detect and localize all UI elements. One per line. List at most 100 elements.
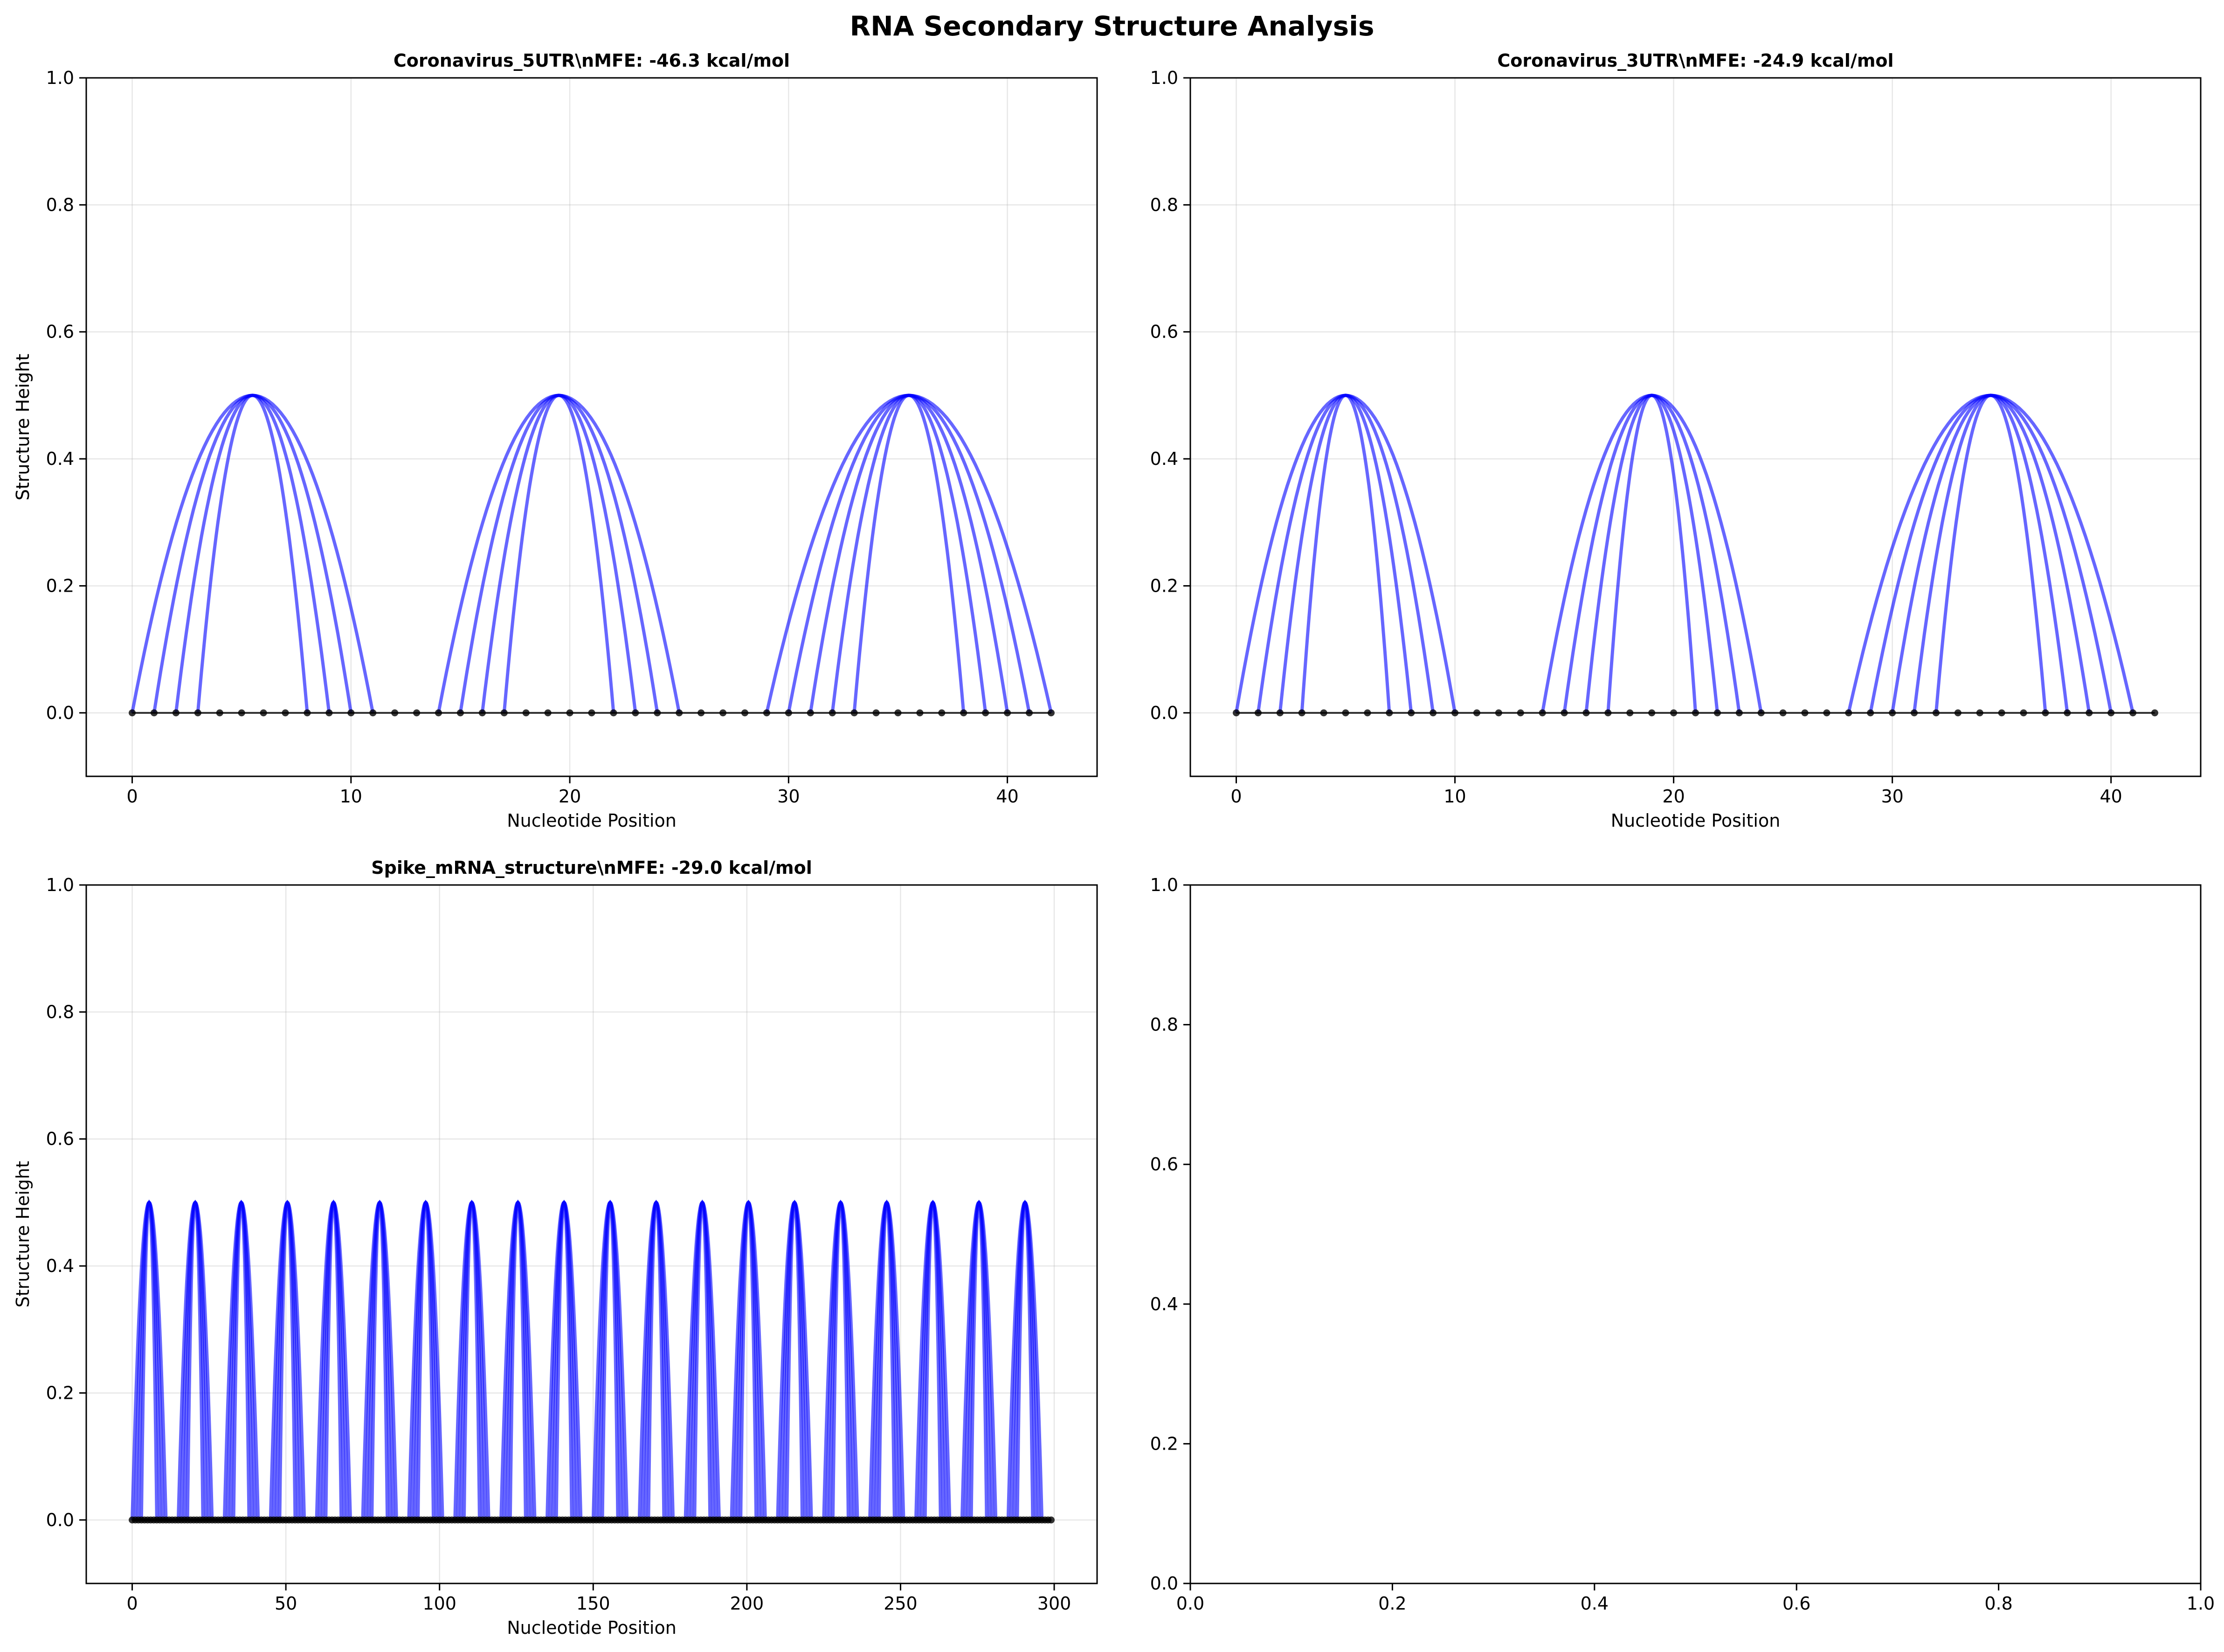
nucleotide-dot: [829, 709, 836, 717]
nucleotide-dot: [2086, 709, 2093, 717]
nucleotide-dot: [1932, 709, 1940, 717]
base-pair-arc: [462, 1199, 481, 1520]
nucleotide-dot: [632, 709, 639, 717]
nucleotide-dot: [938, 709, 946, 717]
nucleotide-dot: [1473, 709, 1480, 717]
base-pair-arc: [480, 394, 637, 713]
nucleotide-dot: [500, 709, 508, 717]
base-pair-arc: [1847, 394, 2135, 713]
nucleotide-dot: [2151, 709, 2158, 717]
nucleotide-dot: [1976, 709, 1983, 717]
base-pair-arc: [1869, 394, 2113, 713]
nucleotide-dot: [916, 709, 924, 717]
nucleotide-dot: [1342, 709, 1349, 717]
x-tick-label: 0.2: [1378, 1593, 1406, 1614]
nucleotide-dot: [654, 709, 661, 717]
nucleotide-dot: [1254, 709, 1262, 717]
nucleotide-dot: [1757, 709, 1765, 717]
nucleotide-dot: [1495, 709, 1502, 717]
nucleotide-dot: [719, 709, 727, 717]
x-axis-label: Nucleotide Position: [1611, 810, 1781, 831]
nucleotide-dot: [1517, 709, 1524, 717]
nucleotide-dot: [1026, 709, 1033, 717]
base-pair-arc: [324, 1199, 343, 1520]
x-tick-label: 1.0: [2187, 1593, 2215, 1614]
nucleotide-dot: [304, 709, 311, 717]
nucleotide-dot: [1298, 709, 1305, 717]
x-tick-label: 10: [1444, 786, 1466, 807]
y-tick-label: 1.0: [1150, 875, 1178, 895]
base-pair-arc: [416, 1199, 435, 1520]
nucleotide-dot: [676, 709, 683, 717]
panel-4: 0.0 0.2 0.4 0.6 0.8 1.0 0.0 0.2 0.4 0.6 0.8 1.0: [1150, 875, 2215, 1614]
base-pair-arc: [458, 394, 659, 713]
base-pair-arc: [923, 1199, 942, 1520]
nucleotide-dot: [1735, 709, 1743, 717]
nucleotide-dot: [960, 709, 967, 717]
nucleotide-dot: [260, 709, 267, 717]
x-tick-label: 250: [884, 1593, 918, 1614]
nucleotide-dot: [369, 709, 377, 717]
x-tick-label: 10: [340, 786, 362, 807]
x-axis-label: Nucleotide Position: [507, 810, 677, 831]
x-tick-label: 0: [1230, 786, 1242, 807]
y-tick-label: 0.4: [1150, 1294, 1178, 1314]
base-pair-arc: [1540, 394, 1763, 713]
base-pair-arc: [739, 1199, 758, 1520]
nucleotide-dot: [325, 709, 333, 717]
nucleotide-dot: [282, 709, 289, 717]
base-pair-arc: [808, 394, 1009, 713]
nucleotide-dot: [566, 709, 573, 717]
axes-frame: [85, 77, 1098, 777]
nucleotide-dot: [1047, 1516, 1055, 1524]
base-pair-arc: [131, 394, 375, 713]
base-pair-arc: [186, 1199, 205, 1520]
nucleotide-dot: [1670, 709, 1678, 717]
x-tick-label: 0.4: [1581, 1593, 1609, 1614]
nucleotide-dot: [1408, 709, 1415, 717]
x-tick-label: 20: [559, 786, 581, 807]
nucleotide-dot: [1779, 709, 1787, 717]
y-tick-label: 0.2: [1150, 1433, 1178, 1454]
x-tick-label: 50: [275, 1593, 297, 1614]
base-pair-arc: [139, 1199, 159, 1520]
base-pair-arc: [765, 394, 1053, 713]
base-pair-arc: [1235, 394, 1457, 713]
base-pair-arc: [601, 1199, 620, 1520]
nucleotide-dot: [807, 709, 814, 717]
nucleotide-dot: [872, 709, 880, 717]
base-pair-arc: [877, 1199, 896, 1520]
nucleotide-dot: [1364, 709, 1371, 717]
nucleotide-dot: [1692, 709, 1699, 717]
nucleotide-dot: [2129, 709, 2137, 717]
nucleotide-dot: [1845, 709, 1852, 717]
y-axis-label: Structure Height: [13, 1161, 33, 1307]
nucleotide-dot: [698, 709, 705, 717]
nucleotide-dot: [982, 709, 989, 717]
nucleotide-dot: [413, 709, 421, 717]
panel-title: Coronavirus_5UTR\nMFE: -46.3 kcal/mol: [394, 50, 790, 71]
y-tick-label: 0.8: [1150, 1015, 1178, 1035]
base-pair-arc: [174, 394, 331, 713]
y-tick-label: 0.8: [1150, 194, 1178, 215]
x-tick-label: 0.0: [1176, 1593, 1204, 1614]
nucleotide-dot: [1954, 709, 1962, 717]
nucleotide-dot: [456, 709, 464, 717]
y-tick-label: 0.0: [1150, 1573, 1178, 1594]
nucleotide-dot: [1430, 709, 1437, 717]
y-tick-label: 0.8: [46, 1002, 74, 1022]
nucleotide-dot: [1713, 709, 1721, 717]
y-tick-label: 0.0: [46, 1510, 74, 1530]
nucleotide-dot: [216, 709, 223, 717]
base-pair-arc: [831, 1199, 850, 1520]
nucleotide-dot: [1004, 709, 1011, 717]
x-tick-label: 40: [2100, 786, 2122, 807]
arcs: [131, 1199, 1044, 1520]
y-tick-label: 0.4: [1150, 449, 1178, 469]
nucleotide-dot: [763, 709, 770, 717]
nucleotide-dot: [785, 709, 792, 717]
x-axis-label: Nucleotide Position: [507, 1617, 677, 1638]
nucleotide-dot: [150, 709, 158, 717]
base-pair-arc: [1278, 394, 1413, 713]
base-pair-arc: [232, 1199, 251, 1520]
